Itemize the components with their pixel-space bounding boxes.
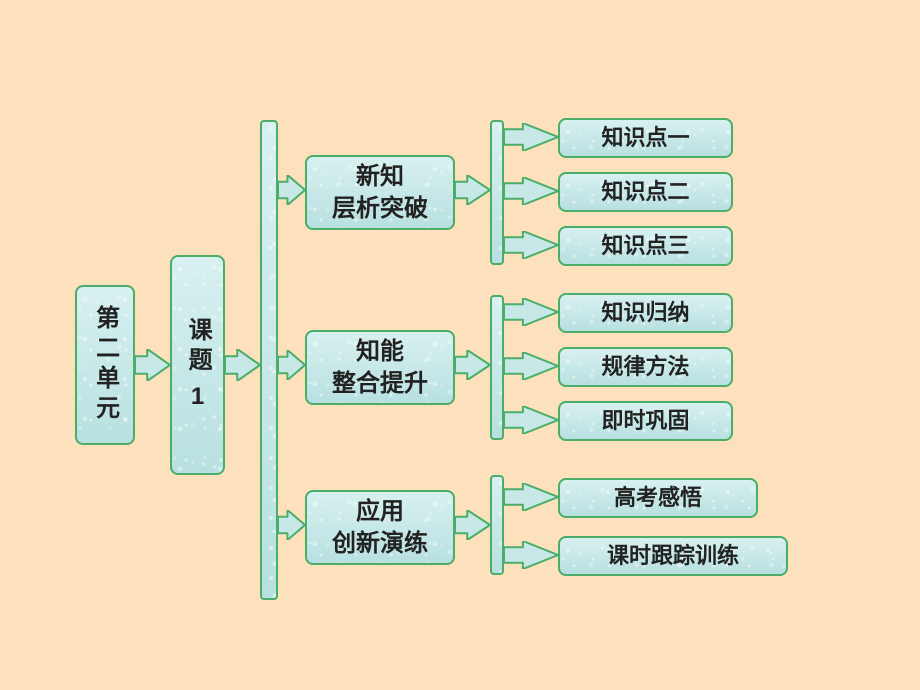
level1-box: 课题 1 [170,255,225,475]
level3-label: 高考感悟 [614,484,702,513]
level3-box: 知识点一 [558,118,733,158]
level2-line1: 新知 [356,161,404,192]
level3-box: 知识点二 [558,172,733,212]
level3-label: 即时巩固 [601,407,689,436]
level3-label: 课时跟踪训练 [607,542,739,571]
level2-box: 应用创新演练 [305,490,455,565]
root-box: 第二单元 [75,285,135,445]
level3-label: 规律方法 [601,353,689,382]
sub-bar [490,475,504,575]
main-bar [260,120,278,600]
level1-label-top: 课题 [182,317,213,377]
sub-bar [490,295,504,440]
level3-label: 知识归纳 [601,299,689,328]
level3-box: 课时跟踪训练 [558,536,788,576]
root-label: 第二单元 [89,305,120,425]
level2-line1: 应用 [356,496,404,527]
level2-line2: 整合提升 [332,368,428,399]
level2-box: 新知层析突破 [305,155,455,230]
level3-box: 规律方法 [558,347,733,387]
sub-bar [490,120,504,265]
level2-box: 知能整合提升 [305,330,455,405]
level3-box: 知识归纳 [558,293,733,333]
level3-label: 知识点三 [601,232,689,261]
level2-line1: 知能 [356,336,404,367]
level3-box: 即时巩固 [558,401,733,441]
level3-box: 高考感悟 [558,478,758,518]
level3-box: 知识点三 [558,226,733,266]
level2-line2: 层析突破 [332,193,428,224]
level1-label-bottom: 1 [191,381,204,412]
level3-label: 知识点二 [601,178,689,207]
level3-label: 知识点一 [601,124,689,153]
level2-line2: 创新演练 [332,528,428,559]
